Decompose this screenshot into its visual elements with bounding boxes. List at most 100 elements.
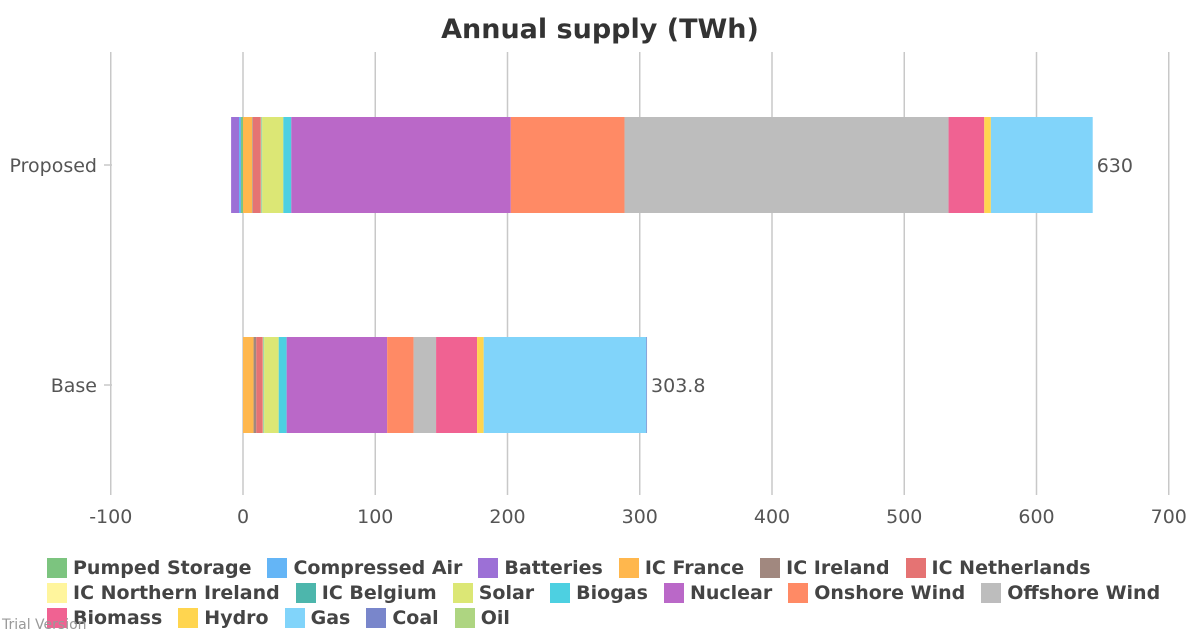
bar-segment <box>984 117 991 213</box>
bar-segment <box>413 337 437 433</box>
legend-swatch <box>760 557 781 578</box>
x-tick-label: -100 <box>89 506 132 528</box>
legend-label: IC Ireland <box>786 556 890 579</box>
legend-swatch <box>295 582 316 603</box>
legend-label: Nuclear <box>689 581 773 604</box>
legend-item[interactable]: Pumped Storage <box>47 556 251 579</box>
legend-label: IC France <box>644 556 745 579</box>
legend-label: Coal <box>392 606 439 629</box>
legend-label: Biogas <box>576 581 648 604</box>
legend-label: IC Northern Ireland <box>73 581 280 604</box>
bar-segment <box>436 337 478 433</box>
bar-segment <box>231 117 240 213</box>
x-tick-label: 700 <box>1151 506 1187 528</box>
bar-segment <box>948 117 985 213</box>
bars <box>231 117 1093 433</box>
bar-segment <box>286 337 388 433</box>
y-axis-categories: Proposed Base <box>10 155 112 397</box>
bar-total-label: 303.8 <box>651 375 705 397</box>
legend-swatch <box>47 582 67 603</box>
legend-swatch <box>47 557 67 578</box>
bar-segment <box>278 337 287 433</box>
legend-label: Biomass <box>73 606 163 629</box>
category-label: Base <box>51 375 97 397</box>
legend-label: Offshore Wind <box>1007 581 1161 604</box>
legend-label: Batteries <box>504 556 603 579</box>
bar-segment <box>253 337 257 433</box>
legend: Pumped Storage Compressed Air Batteries IC … <box>47 556 1197 629</box>
legend-label: Pumped Storage <box>73 556 252 579</box>
x-tick-label: 600 <box>1018 506 1054 528</box>
legend-item[interactable]: IC Belgium <box>295 581 437 604</box>
legend-swatch <box>284 607 305 628</box>
legend-item[interactable]: Oil <box>454 606 510 629</box>
legend-item[interactable]: Nuclear <box>663 581 773 604</box>
legend-item[interactable]: Solar <box>452 581 535 604</box>
stacked-bar-chart: Annual supply (TWh) -100 0 100 200 300 400 500… <box>10 14 1187 528</box>
bar-segment <box>262 117 284 213</box>
bar-segment <box>291 117 511 213</box>
bar-totals: 630 303.8 <box>651 155 1133 397</box>
legend-label: Compressed Air <box>293 556 463 579</box>
legend-item[interactable]: IC France <box>618 556 745 579</box>
bar-segment <box>387 337 414 433</box>
bar-segment <box>990 117 1093 213</box>
legend-item[interactable]: Gas <box>284 606 350 629</box>
legend-swatch <box>618 557 639 578</box>
legend-swatch <box>452 582 473 603</box>
legend-item[interactable]: IC Netherlands <box>905 556 1091 579</box>
bar-segment <box>283 117 292 213</box>
legend-label: Oil <box>480 606 510 629</box>
bar-segment <box>477 337 484 433</box>
bar-segment <box>256 337 263 433</box>
x-tick-label: 0 <box>237 506 249 528</box>
legend-swatch <box>267 557 288 578</box>
trial-watermark: Trial Version <box>2 617 87 633</box>
bar-segment <box>262 337 264 433</box>
bar-segment <box>239 117 242 213</box>
chart-title: Annual supply (TWh) <box>441 14 759 45</box>
legend-swatch <box>663 582 684 603</box>
legend-item[interactable]: Coal <box>366 606 439 629</box>
legend-label: Solar <box>478 581 535 604</box>
bar-segment <box>483 337 647 433</box>
bar-segment <box>243 337 254 433</box>
x-tick-label: 400 <box>754 506 790 528</box>
legend-swatch <box>366 607 387 628</box>
category-label: Proposed <box>10 155 97 177</box>
bar-segment <box>252 117 253 213</box>
legend-item[interactable]: Compressed Air <box>267 556 462 579</box>
legend-swatch <box>905 557 926 578</box>
legend-swatch <box>478 557 499 578</box>
legend-label: Hydro <box>204 606 269 629</box>
x-axis-ticks: -100 0 100 200 300 400 500 600 700 <box>89 506 1187 528</box>
legend-swatch <box>981 582 1002 603</box>
legend-swatch <box>788 582 809 603</box>
legend-item[interactable]: Batteries <box>478 556 603 579</box>
x-tick-label: 100 <box>357 506 393 528</box>
x-tick-label: 500 <box>886 506 922 528</box>
legend-item[interactable]: Hydro <box>178 606 269 629</box>
legend-swatch <box>47 607 67 628</box>
bar-segment <box>263 337 265 433</box>
legend-label: Onshore Wind <box>814 581 966 604</box>
legend-item[interactable]: IC Northern Ireland <box>47 581 280 604</box>
legend-item[interactable]: Biogas <box>550 581 648 604</box>
bar-segment <box>241 117 243 213</box>
legend-swatch <box>178 607 199 628</box>
legend-label: IC Belgium <box>321 581 437 604</box>
bar-segment <box>261 117 263 213</box>
x-tick-label: 200 <box>489 506 525 528</box>
legend-swatch <box>454 607 475 628</box>
bar-segment <box>510 117 625 213</box>
bar-segment <box>646 337 648 433</box>
legend-item[interactable]: IC Ireland <box>760 556 890 579</box>
legend-item[interactable]: Biomass <box>47 606 162 629</box>
bar-segment <box>243 117 253 213</box>
legend-label: IC Netherlands <box>931 556 1091 579</box>
legend-item[interactable]: Onshore Wind <box>788 581 965 604</box>
legend-item[interactable]: Offshore Wind <box>981 581 1160 604</box>
bar-segment <box>264 337 279 433</box>
x-tick-label: 300 <box>622 506 658 528</box>
bar-segment <box>260 117 262 213</box>
